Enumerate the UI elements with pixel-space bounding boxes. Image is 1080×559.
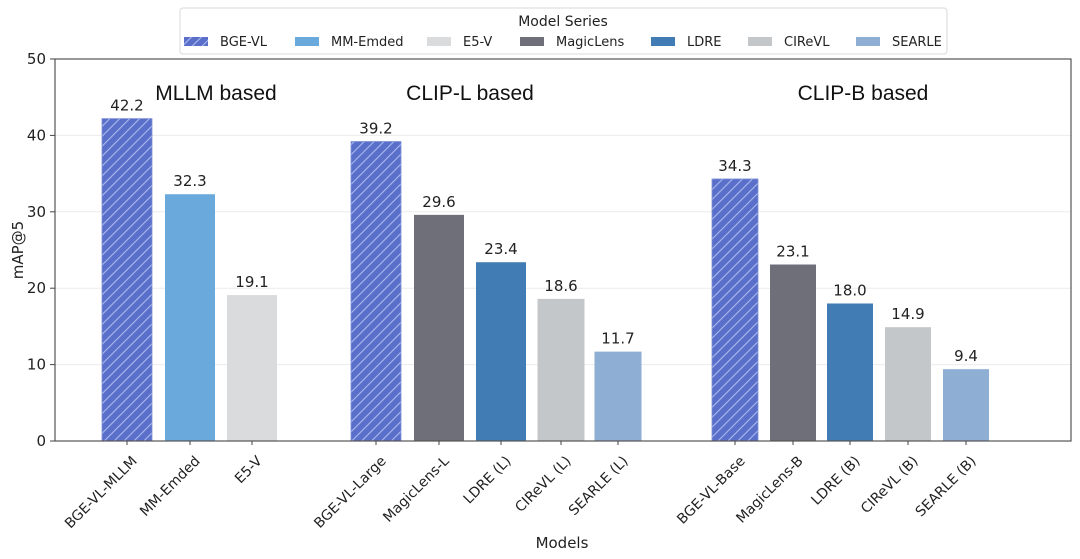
y-tick-label: 20 — [27, 279, 46, 297]
x-tick-label: SEARLE (L) — [566, 453, 632, 519]
bar-searle-b — [943, 369, 989, 441]
legend-item: SEARLE — [856, 35, 942, 50]
legend-swatch — [520, 37, 544, 46]
value-label: 23.1 — [776, 243, 809, 261]
x-tick-label: CIReVL (B) — [858, 453, 922, 517]
group-label: CLIP-B based — [798, 82, 929, 105]
bar-cirevl-l — [537, 298, 585, 441]
value-label: 23.4 — [484, 240, 517, 258]
bar-ldre-l — [476, 262, 526, 441]
bars — [101, 118, 989, 442]
bar-ldre-b — [827, 303, 873, 441]
bar-bge-vl-large — [350, 141, 402, 442]
value-label: 18.0 — [833, 281, 866, 299]
legend-item: LDRE — [651, 35, 722, 50]
legend-swatch — [184, 37, 208, 46]
x-tick-label: BGE-VL-Large — [311, 453, 389, 531]
y-tick-label: 30 — [27, 203, 46, 221]
group-label: CLIP-L based — [406, 82, 534, 105]
x-tick-label: LDRE (L) — [461, 453, 515, 507]
axes: 0 10 20 30 40 50 mAP@5 Models — [9, 50, 1072, 552]
x-axis-title: Models — [536, 534, 589, 552]
value-label: 19.1 — [235, 273, 268, 291]
value-label: 34.3 — [718, 157, 751, 175]
legend-label: MagicLens — [556, 35, 624, 50]
x-tick-label: E5-V — [232, 453, 266, 487]
legend-label: MM-Emded — [331, 35, 404, 50]
legend-label: SEARLE — [892, 35, 942, 50]
bar-magiclens-b — [770, 264, 816, 441]
legend-item: MM-Emded — [295, 35, 404, 50]
value-label: 42.2 — [110, 97, 143, 115]
legend-label: BGE-VL — [220, 35, 268, 50]
legend-item: E5-V — [427, 35, 492, 50]
legend-swatch — [427, 37, 451, 46]
value-label: 9.4 — [954, 347, 978, 365]
bar-mm-emded — [165, 194, 215, 441]
y-tick-label: 40 — [27, 126, 46, 144]
legend-label: LDRE — [687, 35, 722, 50]
y-tick-label: 50 — [27, 50, 46, 68]
value-label: 11.7 — [601, 330, 634, 348]
legend-swatch — [856, 37, 880, 46]
legend-label: E5-V — [463, 35, 492, 50]
value-label: 29.6 — [422, 193, 455, 211]
legend-title: Model Series — [518, 14, 608, 30]
x-tick-label: MM-Emded — [137, 453, 204, 520]
legend: Model Series BGE-VL MM-Emded E5-V MagicLens L… — [179, 7, 948, 55]
y-axis-title: mAP@5 — [9, 221, 27, 279]
group-label: MLLM based — [155, 82, 276, 105]
value-label: 32.3 — [173, 172, 206, 190]
legend-label: CIReVL — [784, 35, 830, 50]
y-tick-label: 0 — [36, 432, 46, 450]
x-tick-label: CIReVL (L) — [512, 453, 574, 515]
bar-e5-v — [227, 295, 277, 441]
value-label: 14.9 — [891, 305, 924, 323]
x-tick-label: LDRE (B) — [808, 453, 863, 508]
bar-cirevl-b — [885, 327, 931, 441]
x-tick-label: MagicLens-L — [380, 453, 452, 525]
legend-item: CIReVL — [748, 35, 830, 50]
bar-magiclens-l — [414, 214, 464, 441]
y-tick-label: 10 — [27, 356, 46, 374]
legend-item: MagicLens — [520, 35, 624, 50]
bar-bge-vl-base — [711, 178, 759, 442]
plot-frame — [54, 58, 1072, 442]
legend-swatch — [295, 37, 319, 46]
x-tick-label: SEARLE (B) — [913, 453, 980, 520]
legend-swatch — [748, 37, 772, 46]
bar-searle-l — [594, 351, 642, 441]
legend-swatch — [651, 37, 675, 46]
x-tick-label: BGE-VL-MLLM — [62, 453, 141, 532]
bar-bge-vl-mllm — [101, 118, 153, 442]
value-label: 39.2 — [359, 120, 392, 138]
value-label: 18.6 — [544, 277, 577, 295]
legend-item: BGE-VL — [184, 35, 268, 50]
